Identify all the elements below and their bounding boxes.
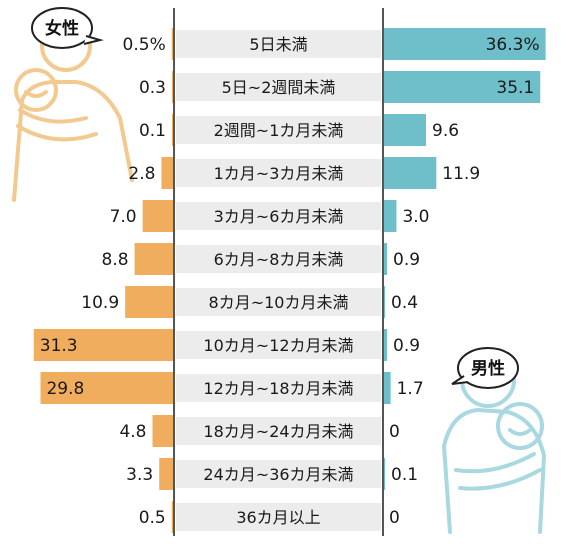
female-value-label: 0.5 — [139, 508, 166, 528]
male-value-label: 35.1 — [496, 78, 534, 98]
male-value-label: 0.4 — [391, 293, 418, 313]
female-bar — [125, 286, 174, 318]
category-band — [176, 159, 381, 187]
male-value-label: 11.9 — [442, 164, 480, 184]
female-bar — [161, 157, 174, 189]
male-bar — [383, 329, 388, 361]
male-value-label: 0.9 — [393, 336, 420, 356]
male-value-label: 3.0 — [402, 207, 429, 227]
male-value-label: 0 — [389, 508, 400, 528]
female-bar — [171, 28, 174, 60]
category-band — [176, 202, 381, 230]
category-label: 10カ月~12カ月未満 — [203, 336, 353, 355]
male-value-label: 0 — [389, 422, 400, 442]
category-label: 6カ月~8カ月未満 — [214, 250, 344, 269]
category-label: 5日~2週間未満 — [222, 78, 336, 97]
category-band — [176, 116, 381, 144]
male-value-label: 9.6 — [432, 121, 459, 141]
female-value-labels: 0.5% 0.3 0.1 2.8 7.0 8.8 10.9 31.3 29.8 4.8 3.3 0.5 — [40, 35, 166, 528]
female-value-label: 29.8 — [46, 379, 84, 399]
category-band — [176, 374, 381, 402]
male-value-label: 1.7 — [397, 379, 424, 399]
category-label: 36カ月以上 — [236, 508, 320, 527]
category-bands — [176, 30, 381, 531]
female-bar — [159, 458, 174, 490]
male-bars — [383, 28, 546, 490]
female-bar — [33, 329, 174, 361]
female-value-label: 4.8 — [119, 422, 146, 442]
female-series-name: 女性 — [45, 18, 79, 39]
female-bar — [152, 415, 174, 447]
female-bar — [171, 501, 174, 533]
category-label: 24カ月~36カ月未満 — [203, 465, 353, 484]
male-value-labels: 36.3% 35.1 9.6 11.9 3.0 0.9 0.4 0.9 1.7 0 0.1 0 — [389, 35, 540, 528]
category-label: 18カ月~24カ月未満 — [203, 422, 353, 441]
male-bar — [383, 157, 437, 189]
female-value-label: 31.3 — [40, 336, 78, 356]
male-bar — [383, 114, 427, 146]
category-band — [176, 460, 381, 488]
female-value-label: 0.3 — [139, 78, 166, 98]
male-bar — [383, 243, 388, 275]
category-labels: 5日未満 5日~2週間未満 2週間~1カ月未満 1カ月~3カ月未満 3カ月~6カ月未満 6… — [203, 35, 353, 527]
category-label: 5日未満 — [249, 35, 307, 54]
female-label-bubble: 女性 — [31, 7, 104, 49]
male-series-name: 男性 — [471, 358, 505, 379]
female-value-label: 0.1 — [139, 121, 166, 141]
male-bar — [383, 71, 541, 103]
female-bar — [40, 372, 174, 404]
male-bar — [383, 200, 397, 232]
male-label-bubble: 男性 — [451, 347, 519, 389]
female-value-label: 0.5% — [123, 35, 166, 55]
category-label: 3カ月~6カ月未満 — [214, 207, 344, 226]
male-value-label: 0.1 — [391, 465, 418, 485]
category-band — [176, 245, 381, 273]
category-label: 8カ月~10カ月未満 — [209, 293, 349, 312]
female-bar — [142, 200, 174, 232]
category-label: 2週間~1カ月未満 — [214, 121, 344, 140]
male-bar — [383, 372, 391, 404]
female-bar — [134, 243, 174, 275]
category-label: 1カ月~3カ月未満 — [214, 164, 344, 183]
category-band — [176, 288, 381, 316]
male-value-label: 36.3% — [486, 35, 540, 55]
category-band — [176, 73, 381, 101]
female-value-label: 7.0 — [110, 207, 137, 227]
female-value-label: 10.9 — [81, 293, 119, 313]
category-band — [176, 331, 381, 359]
category-band — [176, 417, 381, 445]
female-value-label: 2.8 — [128, 164, 155, 184]
female-value-label: 3.3 — [126, 465, 153, 485]
male-value-label: 0.9 — [393, 250, 420, 270]
male-bar — [383, 28, 546, 60]
category-label: 12カ月~18カ月未満 — [203, 379, 353, 398]
category-band — [176, 503, 381, 531]
woman-holding-baby-icon — [12, 20, 134, 202]
female-value-label: 8.8 — [102, 250, 129, 270]
female-bars — [33, 28, 174, 533]
category-band — [176, 30, 381, 58]
